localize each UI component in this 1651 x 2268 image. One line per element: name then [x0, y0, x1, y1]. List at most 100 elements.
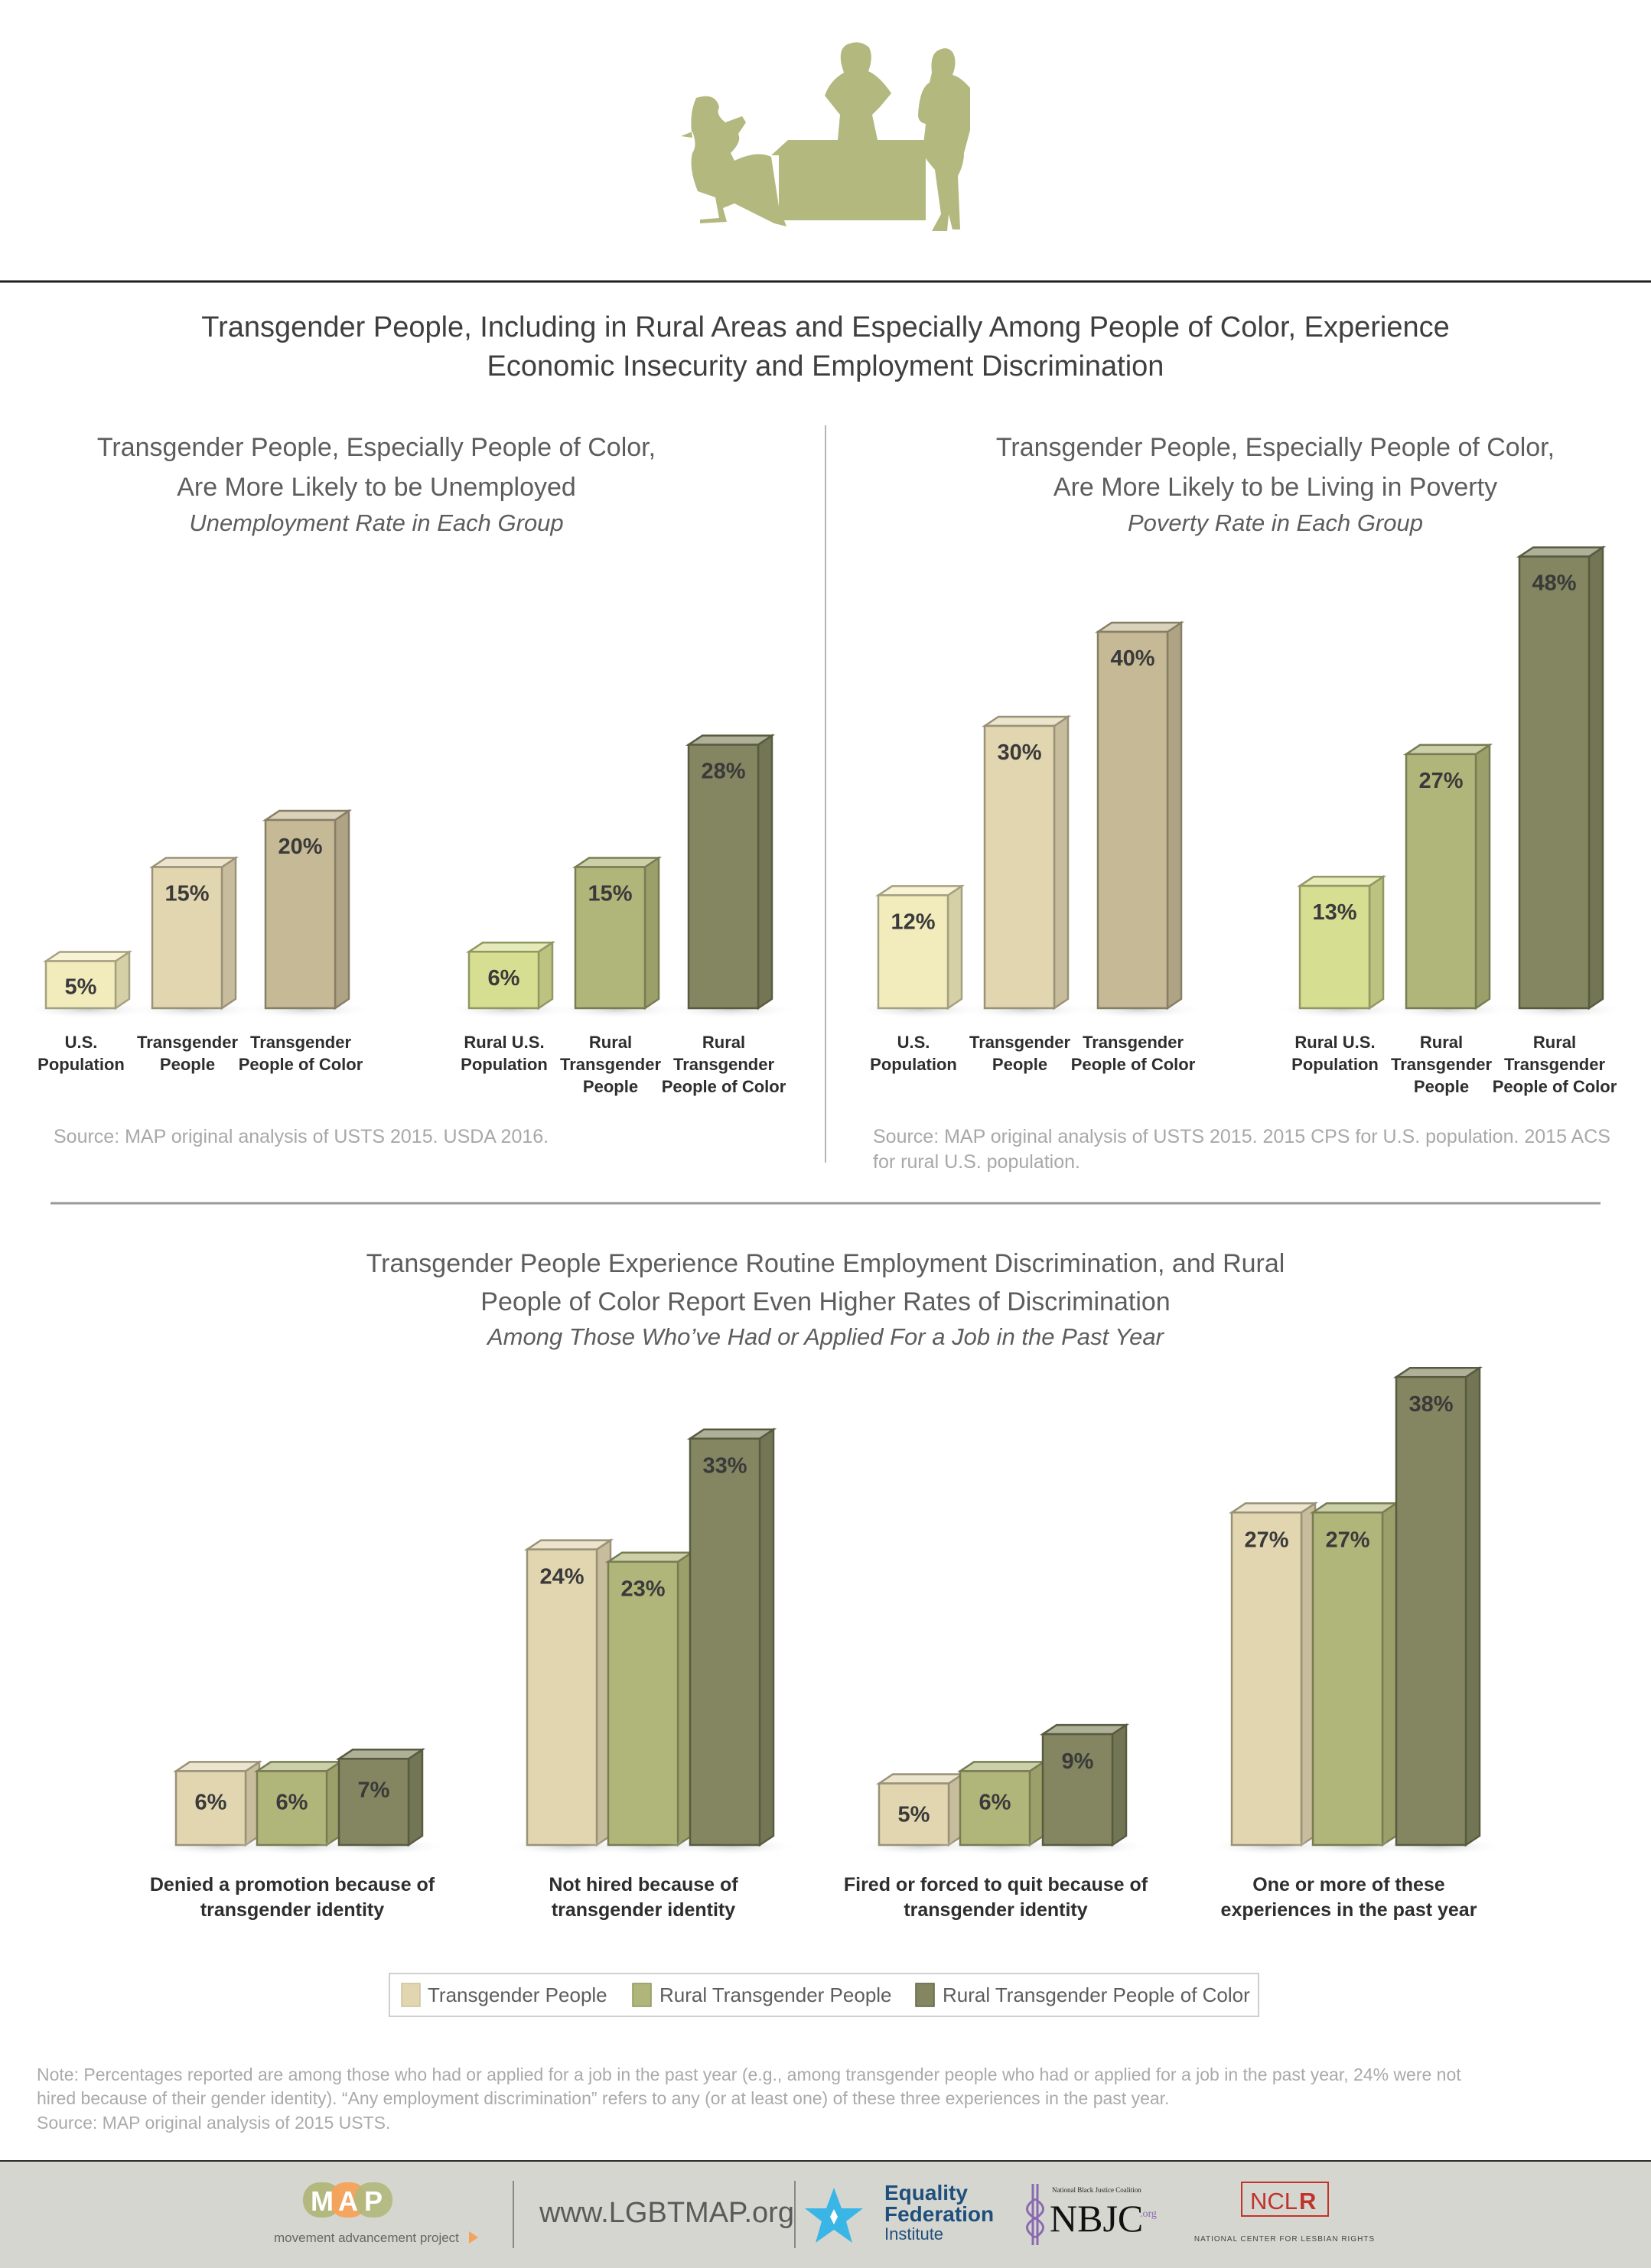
bar-front [1041, 1733, 1114, 1847]
poverty-category-label: Transgender [1083, 1033, 1184, 1052]
bars-layer: 5% U.S. Population 15% Transgender People 20% T… [21, 545, 1627, 1921]
unemployment-bar-rural-transgender-poc: 28% [664, 734, 796, 1019]
bar-side [758, 1427, 775, 1847]
poverty-source-line-2: for rural U.S. population. [873, 1151, 1080, 1173]
poverty-category-label: Transgender [969, 1033, 1070, 1052]
nclr-logo[interactable]: NCL R NATIONAL CENTER FOR LESBIAN RIGHTS [1194, 2182, 1375, 2244]
bar-front [337, 1758, 410, 1847]
bar-value-label: 23% [620, 1577, 665, 1602]
bar-top [1228, 1502, 1319, 1514]
poverty-category-label: Transgender [1391, 1055, 1492, 1074]
poverty-bar-rural-transgender-people: 27% [1382, 743, 1514, 1019]
bar-value-label: 27% [1418, 769, 1463, 793]
bar-top [1516, 546, 1607, 558]
bar-value-label: 13% [1312, 900, 1356, 925]
unemployment-category-label: People of Color [662, 1077, 786, 1096]
bar-value-label: 15% [588, 882, 632, 906]
bar-front [174, 1770, 247, 1847]
bar-value-label: 40% [1110, 646, 1154, 671]
bar-value-label: 6% [195, 1790, 227, 1814]
bar-top [572, 857, 663, 868]
bar-side [220, 856, 237, 1010]
unemployment-title-line-2: Are More Likely to be Unemployed [177, 473, 576, 502]
poverty-category-label: Transgender [1504, 1055, 1605, 1074]
poverty-bar-transgender-people: 30% [960, 714, 1093, 1019]
bar-front [1311, 1511, 1384, 1847]
bar-top [981, 715, 1072, 727]
office-silhouette-icon [681, 42, 970, 232]
discrimination-category-label: One or more of these [1252, 1874, 1445, 1895]
bar-top [1309, 1502, 1400, 1514]
bar-top [875, 1773, 966, 1785]
nclr-full-name: NATIONAL CENTER FOR LESBIAN RIGHTS [1194, 2235, 1375, 2244]
unemployment-category-label: Transgender [673, 1055, 774, 1074]
bar-top [874, 885, 966, 896]
nclr-logo-text: NCL [1250, 2188, 1298, 2214]
poverty-subtitle: Poverty Rate in Each Group [1128, 509, 1423, 536]
bar-side [1474, 743, 1491, 1010]
discrimination-bar-rural-transgender-people: 6% [936, 1760, 1068, 1856]
bar-value-label: 5% [898, 1803, 930, 1827]
bar-front [574, 866, 646, 1010]
footer: M A P movement advancement project www.L… [0, 2160, 1651, 2268]
note-line-2: hired because of their gender identity).… [37, 2088, 1169, 2108]
legend-swatch-rural-transgender-poc [915, 1983, 935, 2007]
discrimination-bar-rural-transgender-poc: 9% [1018, 1723, 1151, 1856]
bar-front [1518, 555, 1591, 1010]
bar-top [1094, 621, 1185, 633]
bar-top [956, 1761, 1047, 1772]
unemployment-chart: Transgender People, Especially People of… [54, 433, 656, 1147]
poverty-title-line-1: Transgender People, Especially People of… [996, 433, 1555, 462]
discrimination-category-label: transgender identity [552, 1899, 735, 1921]
discrimination-bar-rural-transgender-poc: 7% [314, 1747, 447, 1856]
bar-top [42, 951, 133, 962]
legend-swatch-rural-transgender-people [632, 1983, 652, 2007]
unemployment-category-label: Population [461, 1055, 548, 1074]
bar-top [685, 734, 776, 746]
unemployment-bar-rural-transgender-people: 15% [551, 856, 683, 1019]
unemployment-category-label: Transgender [560, 1055, 661, 1074]
discrimination-subtitle: Among Those Who’ve Had or Applied For a … [486, 1323, 1165, 1350]
unemployment-bar-rural-us-population: 6% [444, 940, 577, 1019]
unemployment-category-label: Rural [702, 1033, 745, 1052]
bar-side [1368, 874, 1385, 1010]
bar-front [1298, 884, 1371, 1010]
bar-value-label: 6% [979, 1790, 1011, 1814]
footer-url-link[interactable]: www.LGBTMAP.org [539, 2197, 794, 2229]
bar-front [607, 1560, 679, 1847]
equality-federation-line-1: Equality [884, 2181, 968, 2205]
bar-front [256, 1770, 328, 1847]
bar-front [689, 1437, 761, 1847]
bar-side [334, 809, 350, 1010]
poverty-category-label: People of Color [1071, 1055, 1196, 1074]
bar-top [335, 1749, 426, 1760]
map-logo-p: P [364, 2185, 383, 2217]
nclr-logo-r: R [1299, 2188, 1316, 2214]
bar-front [959, 1770, 1031, 1847]
bar-front [467, 950, 540, 1010]
bar-value-label: 20% [278, 835, 322, 859]
discrimination-bar-transgender-people: 24% [503, 1538, 635, 1856]
bar-top [1392, 1366, 1483, 1378]
discrimination-bar-rural-transgender-poc: 38% [1372, 1365, 1504, 1856]
unemployment-category-label: People of Color [239, 1055, 363, 1074]
legend-label-rural-transgender-poc: Rural Transgender People of Color [943, 1983, 1250, 2006]
bar-side [1588, 545, 1604, 1010]
equality-federation-line-3: Institute [884, 2224, 943, 2244]
bar-value-label: 15% [164, 882, 209, 906]
discrimination-bar-rural-transgender-poc: 33% [666, 1427, 798, 1856]
bar-top [686, 1428, 777, 1440]
discrimination-bar-rural-transgender-people: 27% [1288, 1501, 1421, 1856]
nbjc-knot-icon [1026, 2184, 1044, 2245]
map-logo[interactable]: M A P movement advancement project [274, 2182, 478, 2245]
bar-value-label: 7% [358, 1778, 390, 1802]
nbjc-small-name: National Black Justice Coalition [1052, 2186, 1141, 2194]
bar-side [537, 940, 554, 1010]
note-line-1: Note: Percentages reported are among tho… [37, 2065, 1461, 2084]
discrimination-category-label: transgender identity [904, 1899, 1087, 1921]
nbjc-logo[interactable]: National Black Justice Coalition NBJC .o… [1026, 2184, 1157, 2245]
bar-value-label: 27% [1244, 1528, 1288, 1552]
unemployment-bar-us-population: 5% [21, 950, 154, 1019]
equality-federation-logo[interactable]: Equality Federation Institute [805, 2181, 994, 2244]
poverty-category-label: U.S. [897, 1033, 930, 1052]
